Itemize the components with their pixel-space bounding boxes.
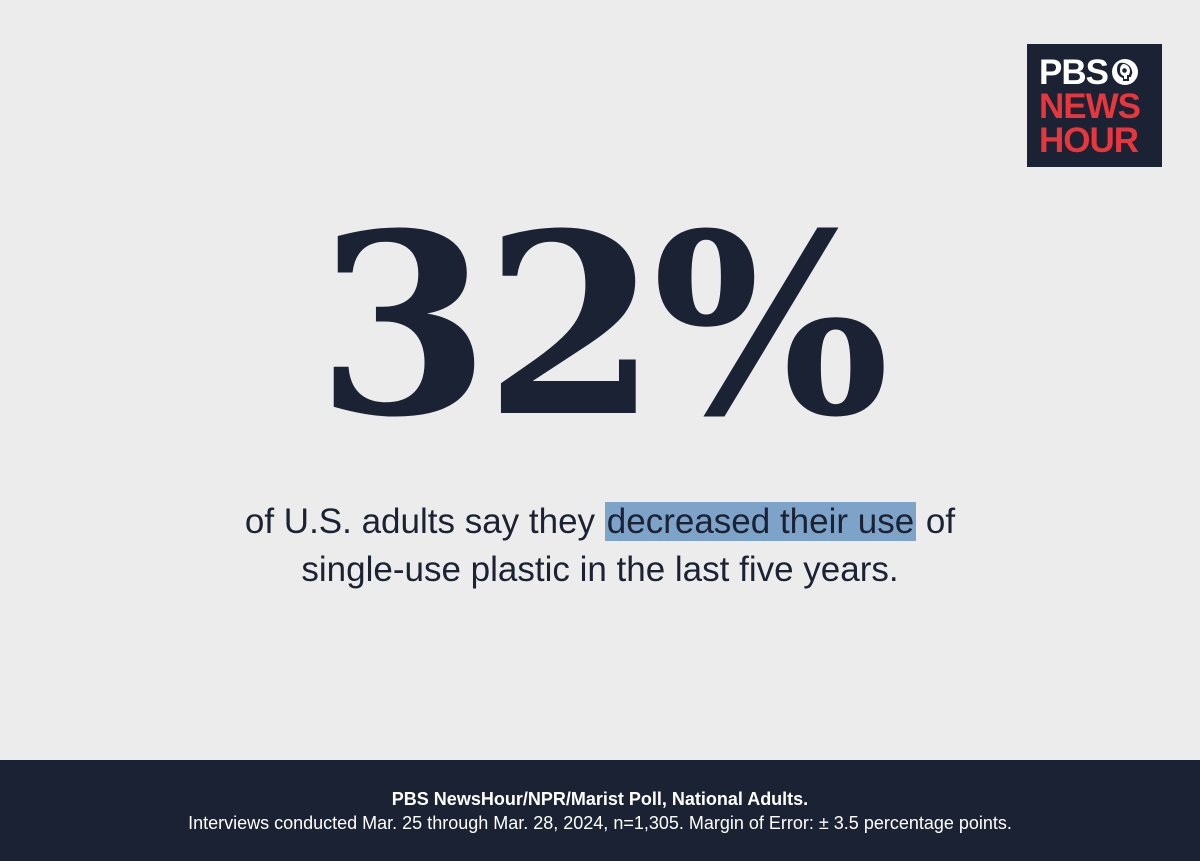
footer-band: PBS NewsHour/NPR/Marist Poll, National A… [0, 760, 1200, 861]
logo-text-hour: HOUR [1039, 121, 1139, 160]
caption-line-1: of U.S. adults say they decreased their … [0, 498, 1200, 546]
logo-row-pbs: PBS [1039, 54, 1162, 90]
headline-statistic: 32% [316, 178, 889, 472]
footer-methodology: Interviews conducted Mar. 25 through Mar… [188, 813, 1012, 833]
footer-source: PBS NewsHour/NPR/Marist Poll, National A… [391, 789, 809, 809]
caption-line-2: single-use plastic in the last five year… [301, 550, 899, 589]
pbs-head-icon [1111, 59, 1138, 85]
logo-text-news: NEWS [1039, 87, 1141, 126]
logo-text-pbs: PBS [1039, 52, 1109, 92]
pbs-newshour-logo: PBS NEWS HOUR [1027, 44, 1162, 167]
statistic-caption: of U.S. adults say they decreased their … [0, 498, 1200, 594]
caption-text-after: of [916, 502, 956, 541]
caption-text-before: of U.S. adults say they [244, 502, 605, 541]
caption-highlight: decreased their use [604, 502, 917, 541]
